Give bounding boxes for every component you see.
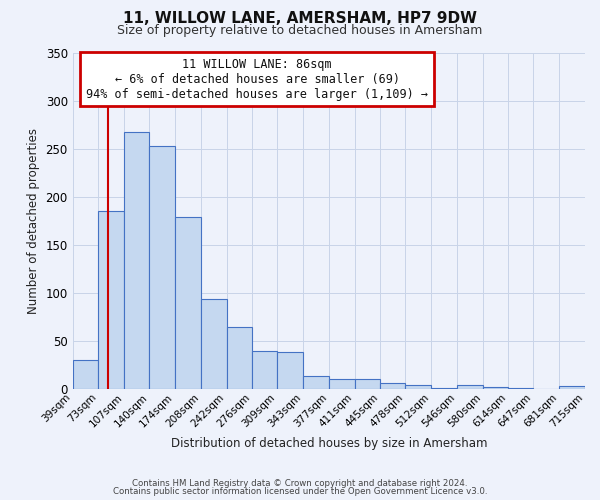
Text: 11, WILLOW LANE, AMERSHAM, HP7 9DW: 11, WILLOW LANE, AMERSHAM, HP7 9DW <box>123 11 477 26</box>
Bar <box>98 211 124 389</box>
Bar <box>201 298 227 389</box>
Text: Contains HM Land Registry data © Crown copyright and database right 2024.: Contains HM Land Registry data © Crown c… <box>132 478 468 488</box>
Bar <box>559 386 585 389</box>
Bar <box>252 350 277 389</box>
Bar <box>329 380 355 389</box>
Bar <box>73 360 98 389</box>
Bar <box>277 352 303 389</box>
Bar <box>508 388 533 389</box>
Bar <box>149 146 175 389</box>
Text: 11 WILLOW LANE: 86sqm
← 6% of detached houses are smaller (69)
94% of semi-detac: 11 WILLOW LANE: 86sqm ← 6% of detached h… <box>86 58 428 100</box>
X-axis label: Distribution of detached houses by size in Amersham: Distribution of detached houses by size … <box>170 437 487 450</box>
Bar <box>227 326 252 389</box>
Bar <box>482 387 508 389</box>
Bar <box>124 132 149 389</box>
Bar <box>380 384 406 389</box>
Y-axis label: Number of detached properties: Number of detached properties <box>27 128 40 314</box>
Text: Contains public sector information licensed under the Open Government Licence v3: Contains public sector information licen… <box>113 487 487 496</box>
Bar <box>303 376 329 389</box>
Text: Size of property relative to detached houses in Amersham: Size of property relative to detached ho… <box>118 24 482 37</box>
Bar <box>175 217 201 389</box>
Bar <box>431 388 457 389</box>
Bar <box>355 380 380 389</box>
Bar <box>406 385 431 389</box>
Bar <box>457 385 482 389</box>
